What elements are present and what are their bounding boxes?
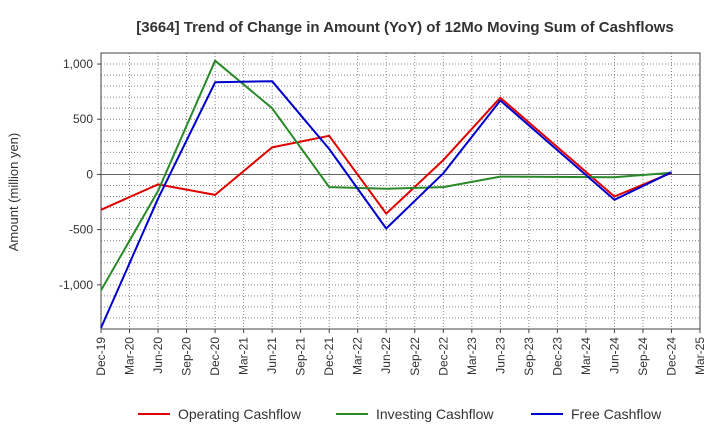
x-tick-label: Mar-23 — [465, 337, 479, 375]
chart-title: [3664] Trend of Change in Amount (YoY) o… — [136, 19, 674, 36]
y-tick-label: 500 — [73, 112, 93, 126]
y-tick-label: -500 — [69, 223, 93, 237]
legend-label: Free Cashflow — [571, 406, 662, 422]
grid — [101, 53, 700, 329]
x-tick-label: Mar-25 — [693, 337, 707, 375]
x-tick-label: Sep-21 — [294, 337, 308, 376]
x-tick-label: Jun-20 — [151, 337, 165, 374]
plot-frame — [100, 52, 701, 330]
x-tick-label: Jun-21 — [265, 337, 279, 374]
x-tick-label: Dec-20 — [208, 337, 222, 376]
x-tick-label: Jun-24 — [607, 337, 621, 374]
x-tick-label: Sep-20 — [180, 337, 194, 376]
x-tick-label: Mar-20 — [123, 337, 137, 375]
legend-label: Operating Cashflow — [178, 406, 302, 422]
x-tick-label: Mar-22 — [351, 337, 365, 375]
y-tick-label: 0 — [86, 167, 93, 181]
y-tick-label: 1,000 — [63, 57, 93, 71]
series-line-free-cashflow — [100, 80, 672, 329]
x-tick-label: Dec-19 — [94, 337, 108, 376]
legend-label: Investing Cashflow — [376, 406, 494, 422]
series-lines — [100, 59, 672, 329]
x-tick-label: Sep-24 — [636, 337, 650, 376]
legend: Operating Cashflow Investing Cashflow Free… — [138, 406, 662, 422]
x-tick-label: Sep-22 — [408, 337, 422, 376]
axes — [100, 52, 701, 330]
y-axis-title: Amount (million yen) — [6, 133, 21, 252]
x-tick-label: Dec-24 — [664, 337, 678, 376]
x-tick-label: Mar-21 — [237, 337, 251, 375]
y-tick-label: -1,000 — [59, 278, 93, 292]
x-tick-label: Dec-23 — [550, 337, 564, 376]
x-axis-ticks: Dec-19 Mar-20 Jun-20 Sep-20 Dec-20 Mar-21 Jun-… — [94, 329, 707, 376]
series-line-operating-cashflow — [100, 96, 672, 215]
x-tick-label: Sep-23 — [522, 337, 536, 376]
x-tick-label: Jun-22 — [379, 337, 393, 374]
x-tick-label: Mar-24 — [579, 337, 593, 375]
y-axis-ticks: 1,000 500 0 -500 -1,000 — [59, 57, 101, 292]
x-tick-label: Dec-22 — [436, 337, 450, 376]
x-tick-label: Dec-21 — [322, 337, 336, 376]
x-tick-label: Jun-23 — [493, 337, 507, 374]
